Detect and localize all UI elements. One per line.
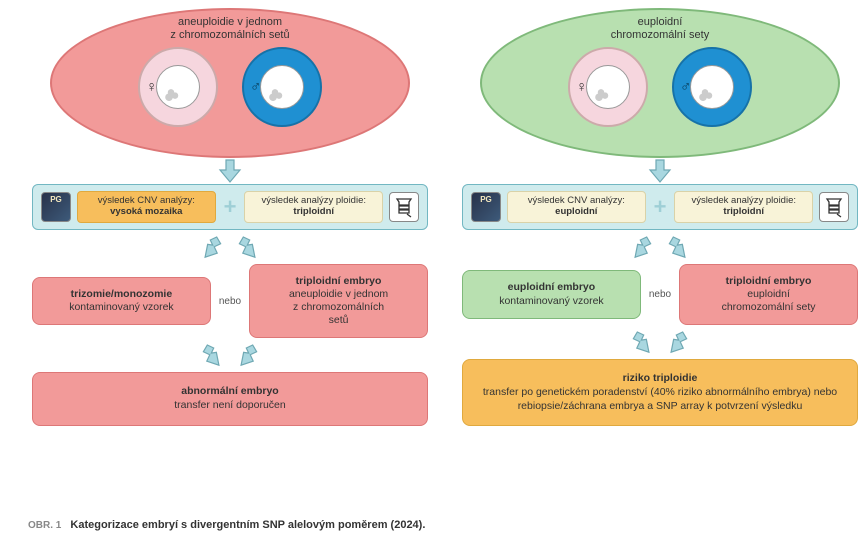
storage-icon (389, 192, 419, 222)
text: euploidní embryo (508, 281, 596, 293)
merge-arrows (199, 342, 261, 368)
male-cell: ♂ (672, 47, 752, 127)
text: výsledek CNV analýzy: (98, 195, 195, 206)
cell-nucleus (260, 65, 304, 109)
arrow-down-right-icon (665, 234, 691, 260)
result-row: euploidní embryo kontaminovaný vzorek ne… (462, 264, 858, 325)
caption-label: OBR. 1 (28, 520, 61, 531)
arrow-down-left-icon (665, 329, 691, 355)
result-row: trizomie/monozomie kontaminovaný vzorek … (32, 264, 428, 339)
text: aneuploidie v jednom (178, 16, 282, 28)
plus-icon: + (652, 194, 669, 220)
result-a-box: euploidní embryo kontaminovaný vzorek (462, 270, 641, 318)
pg-label: PG (50, 195, 62, 204)
left-ellipse-title: aneuploidie v jednom z chromozomálních s… (170, 16, 289, 41)
or-label: nebo (649, 289, 671, 300)
arrow-down-icon (646, 158, 674, 184)
split-arrows (629, 234, 691, 260)
right-ellipse-title: euploidní chromozomální sety (611, 16, 709, 41)
final-box: abnormální embryo transfer není doporuče… (32, 372, 428, 425)
analysis-bar: PG výsledek CNV analýzy: euploidní + výs… (462, 184, 858, 230)
text: chromozomální sety (611, 29, 709, 41)
arrow-down-right-icon (235, 234, 261, 260)
text: triploidní embryo (726, 275, 812, 287)
result-b-box: triploidní embryo euploidní chromozomáln… (679, 264, 858, 325)
text: z chromozomálních setů (170, 29, 289, 41)
text: abnormální embryo (181, 385, 278, 397)
right-ellipse: euploidní chromozomální sety ♀ ♂ (480, 8, 840, 158)
arrow-down-right-icon (629, 329, 655, 355)
merge-arrows (629, 329, 691, 355)
text: z chromozomálních (293, 301, 384, 313)
final-box: riziko triploidie transfer po genetickém… (462, 359, 858, 426)
arrow-down-left-icon (235, 342, 261, 368)
text: riziko triploidie (623, 372, 698, 384)
text: chromozomální sety (722, 301, 816, 313)
result-a-box: trizomie/monozomie kontaminovaný vzorek (32, 277, 211, 325)
ploidy-result-box: výsledek analýzy ploidie: triploidní (244, 191, 383, 223)
cell-nucleus (156, 65, 200, 109)
storage-icon (819, 192, 849, 222)
left-flow: aneuploidie v jednom z chromozomálních s… (30, 8, 430, 426)
text: trizomie/monozomie (71, 288, 173, 300)
or-label: nebo (219, 296, 241, 307)
left-ellipse: aneuploidie v jednom z chromozomálních s… (50, 8, 410, 158)
arrow-down-left-icon (199, 234, 225, 260)
ploidy-result-box: výsledek analýzy ploidie: triploidní (674, 191, 813, 223)
pg-icon: PG (41, 192, 71, 222)
cnv-result-box: výsledek CNV analýzy: vysoká mozaika (77, 191, 216, 223)
text: kontaminovaný vzorek (69, 301, 173, 313)
pg-label: PG (480, 195, 492, 204)
figure-caption: OBR. 1 Kategorizace embryí s divergentní… (28, 519, 425, 531)
text: výsledek analýzy ploidie: (691, 195, 796, 206)
text: euploidní (555, 206, 597, 217)
text: transfer po genetickém poradenství (40% … (483, 386, 837, 412)
text: vysoká mozaika (110, 206, 182, 217)
cells-row: ♀ ♂ (568, 47, 752, 127)
pg-icon: PG (471, 192, 501, 222)
male-cell: ♂ (242, 47, 322, 127)
cell-nucleus (586, 65, 630, 109)
text: triploidní (723, 206, 764, 217)
right-flow: euploidní chromozomální sety ♀ ♂ PG výsl… (460, 8, 860, 426)
text: setů (329, 314, 349, 326)
text: euploidní (638, 16, 683, 28)
analysis-bar: PG výsledek CNV analýzy: vysoká mozaika … (32, 184, 428, 230)
arrow-down-icon (216, 158, 244, 184)
plus-icon: + (222, 194, 239, 220)
female-cell: ♀ (138, 47, 218, 127)
split-arrows (199, 234, 261, 260)
arrow-down-left-icon (629, 234, 655, 260)
text: výsledek analýzy ploidie: (261, 195, 366, 206)
cell-nucleus (690, 65, 734, 109)
text: výsledek CNV analýzy: (528, 195, 625, 206)
text: aneuploidie v jednom (289, 288, 388, 300)
text: transfer není doporučen (174, 399, 286, 411)
female-cell: ♀ (568, 47, 648, 127)
caption-text: Kategorizace embryí s divergentním SNP a… (70, 519, 425, 531)
arrow-down-right-icon (199, 342, 225, 368)
text: euploidní (747, 288, 790, 300)
cells-row: ♀ ♂ (138, 47, 322, 127)
text: triploidní (293, 206, 334, 217)
result-b-box: triploidní embryo aneuploidie v jednom z… (249, 264, 428, 339)
cnv-result-box: výsledek CNV analýzy: euploidní (507, 191, 646, 223)
text: triploidní embryo (296, 275, 382, 287)
text: kontaminovaný vzorek (499, 295, 603, 307)
